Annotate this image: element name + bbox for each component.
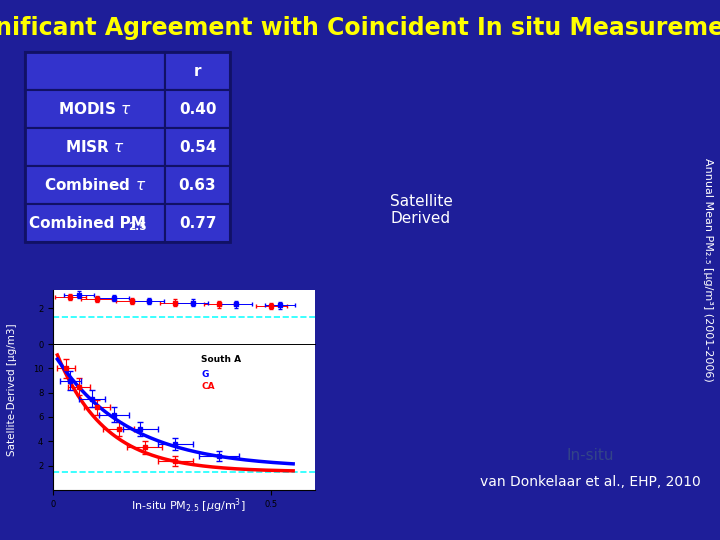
Bar (25, 204, 165, 242)
Bar (165, 166, 230, 204)
Text: Satellite-Derived [µg/m3]: Satellite-Derived [µg/m3] (7, 323, 17, 456)
Text: Satellite
Derived: Satellite Derived (390, 194, 453, 226)
Bar (165, 204, 230, 242)
Text: 0.54: 0.54 (179, 139, 216, 154)
Bar (25, 52, 165, 90)
Bar (165, 128, 230, 166)
Bar (165, 90, 230, 128)
Text: van Donkelaar et al., EHP, 2010: van Donkelaar et al., EHP, 2010 (480, 475, 701, 489)
Text: CA: CA (202, 382, 215, 391)
Text: Combined $\tau$: Combined $\tau$ (44, 177, 146, 193)
Bar (165, 52, 230, 90)
Text: MODIS $\tau$: MODIS $\tau$ (58, 101, 132, 117)
Text: G: G (202, 370, 209, 379)
Text: r: r (194, 64, 202, 78)
Text: 2.5: 2.5 (127, 222, 146, 232)
Text: MISR $\tau$: MISR $\tau$ (65, 139, 125, 155)
Text: In-situ PM$_{2.5}$ [$\mu$g/m$^3$]: In-situ PM$_{2.5}$ [$\mu$g/m$^3$] (130, 497, 246, 515)
Text: 0.63: 0.63 (179, 178, 216, 192)
Text: Combined PM: Combined PM (29, 215, 145, 231)
Text: 0.77: 0.77 (179, 215, 216, 231)
Bar (25, 90, 165, 128)
Bar (25, 128, 165, 166)
Text: Significant Agreement with Coincident In situ Measurements: Significant Agreement with Coincident In… (0, 16, 720, 40)
Text: South A: South A (202, 355, 242, 364)
Bar (25, 166, 165, 204)
Text: Annual Mean PM₂.₅ [µg/m³] (2001-2006): Annual Mean PM₂.₅ [µg/m³] (2001-2006) (703, 158, 713, 382)
Text: 0.40: 0.40 (179, 102, 216, 117)
Text: In-situ: In-situ (566, 448, 613, 462)
Bar (25, 52, 230, 242)
